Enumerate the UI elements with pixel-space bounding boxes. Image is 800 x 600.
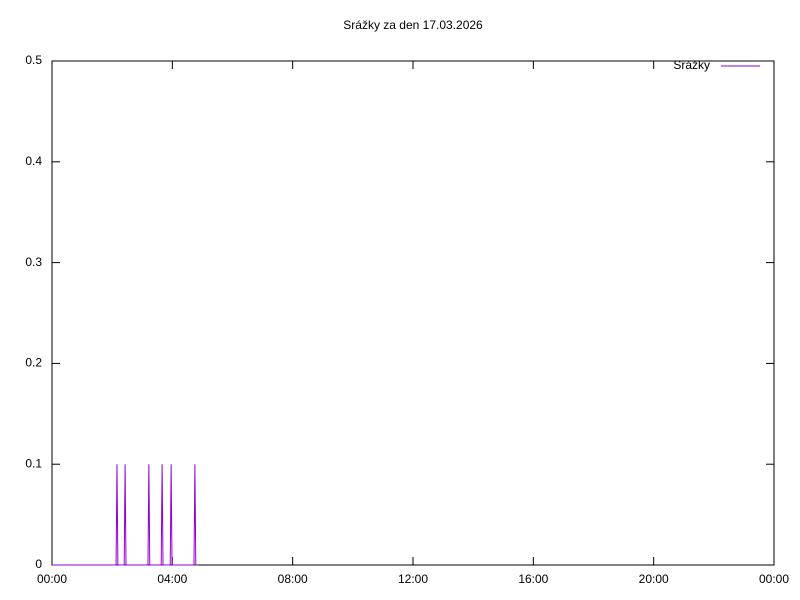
legend-label: Srážky bbox=[673, 58, 710, 72]
y-tick-label: 0.5 bbox=[25, 53, 42, 67]
y-tick-label: 0.2 bbox=[25, 356, 42, 370]
x-tick-label: 00:00 bbox=[37, 572, 67, 586]
x-tick-label: 08:00 bbox=[278, 572, 308, 586]
data-line bbox=[52, 464, 198, 566]
y-tick-label: 0.4 bbox=[25, 154, 42, 168]
y-tick-label: 0 bbox=[35, 557, 42, 571]
x-tick-label: 00:00 bbox=[759, 572, 789, 586]
x-tick-label: 16:00 bbox=[518, 572, 548, 586]
x-tick-label: 04:00 bbox=[157, 572, 187, 586]
chart-title: Srážky za den 17.03.2026 bbox=[343, 18, 483, 32]
x-tick-label: 20:00 bbox=[639, 572, 669, 586]
y-tick-label: 0.3 bbox=[25, 255, 42, 269]
y-tick-label: 0.1 bbox=[25, 456, 42, 470]
x-tick-label: 12:00 bbox=[398, 572, 428, 586]
